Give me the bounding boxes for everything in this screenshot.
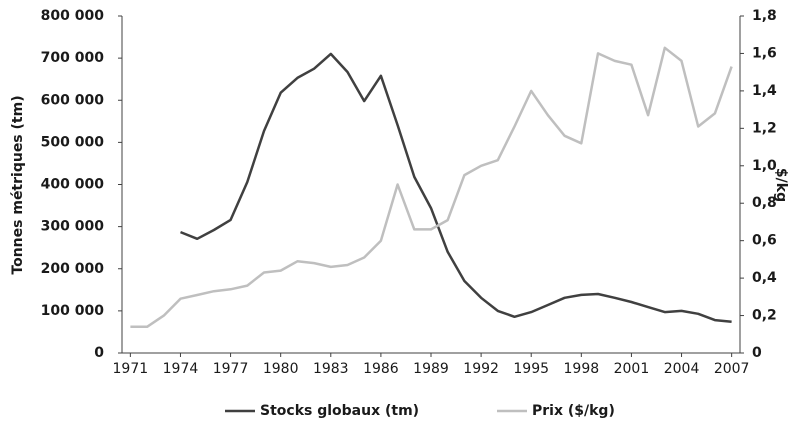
y2-axis-title: $/kg bbox=[773, 168, 789, 202]
x-tick-label: 1989 bbox=[413, 361, 449, 377]
x-tick-label: 2007 bbox=[714, 361, 750, 377]
legend-label: Stocks globaux (tm) bbox=[260, 403, 419, 419]
y2-tick-label: 1,0 bbox=[752, 158, 777, 174]
y-tick-label: 800 000 bbox=[41, 8, 105, 24]
y-tick-label: 400 000 bbox=[41, 177, 105, 193]
series-line bbox=[180, 52, 732, 324]
x-tick-label: 2001 bbox=[614, 361, 650, 377]
x-tick-label: 1986 bbox=[363, 361, 399, 377]
x-tick-label: 2004 bbox=[664, 361, 700, 377]
y-tick-label: 600 000 bbox=[41, 92, 105, 108]
y-axis-title: Tonnes métriques (tm) bbox=[10, 95, 26, 274]
y-tick-label: 500 000 bbox=[41, 134, 105, 150]
y-tick-label: 300 000 bbox=[41, 219, 105, 235]
legend-label: Prix ($/kg) bbox=[532, 403, 615, 419]
y-tick-label: 700 000 bbox=[41, 50, 105, 66]
y2-tick-label: 0,4 bbox=[752, 270, 777, 286]
x-tick-label: 1971 bbox=[113, 361, 149, 377]
x-tick-label: 1992 bbox=[463, 361, 499, 377]
y2-tick-label: 1,4 bbox=[752, 83, 777, 99]
x-tick-label: 1983 bbox=[313, 361, 349, 377]
y-tick-label: 0 bbox=[94, 345, 104, 361]
y-tick-label: 100 000 bbox=[41, 303, 105, 319]
y2-tick-label: 1,2 bbox=[752, 120, 777, 136]
y-tick-label: 200 000 bbox=[41, 261, 105, 277]
x-tick-label: 1995 bbox=[513, 361, 549, 377]
y2-tick-label: 0,8 bbox=[752, 195, 777, 211]
y2-tick-label: 0 bbox=[752, 345, 762, 361]
x-tick-label: 1998 bbox=[564, 361, 600, 377]
x-tick-label: 1980 bbox=[263, 361, 299, 377]
y2-tick-label: 1,6 bbox=[752, 45, 777, 61]
y2-tick-label: 0,6 bbox=[752, 233, 777, 249]
x-tick-label: 1974 bbox=[163, 361, 199, 377]
x-tick-label: 1977 bbox=[213, 361, 249, 377]
series-line bbox=[130, 46, 733, 329]
y2-tick-label: 1,8 bbox=[752, 8, 777, 24]
y2-tick-label: 0,2 bbox=[752, 308, 777, 324]
